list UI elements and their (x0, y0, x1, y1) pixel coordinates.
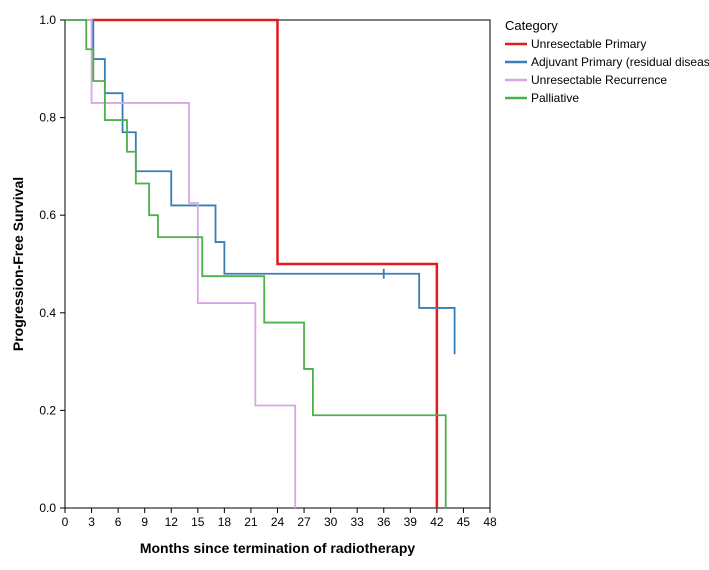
x-tick-label: 0 (62, 515, 69, 529)
x-tick-label: 6 (115, 515, 122, 529)
x-tick-label: 27 (297, 515, 311, 529)
x-tick-label: 48 (483, 515, 497, 529)
legend-label: Unresectable Primary (531, 37, 646, 51)
x-tick-label: 33 (351, 515, 365, 529)
y-tick-label: 0.4 (39, 306, 56, 320)
x-tick-label: 42 (430, 515, 444, 529)
y-axis-label: Progression-Free Survival (10, 177, 26, 351)
y-tick-label: 0.8 (39, 111, 56, 125)
y-tick-label: 0.6 (39, 208, 56, 222)
y-tick-label: 1.0 (39, 13, 56, 27)
x-tick-label: 3 (88, 515, 95, 529)
x-tick-label: 21 (244, 515, 258, 529)
x-tick-label: 15 (191, 515, 205, 529)
legend-label: Palliative (531, 91, 579, 105)
x-tick-label: 9 (141, 515, 148, 529)
x-tick-label: 36 (377, 515, 391, 529)
x-tick-label: 18 (218, 515, 232, 529)
x-tick-label: 12 (165, 515, 179, 529)
x-tick-label: 39 (404, 515, 418, 529)
chart-svg: 0369121518212427303336394245480.00.20.40… (0, 0, 709, 570)
legend-title: Category (505, 18, 558, 33)
x-tick-label: 45 (457, 515, 471, 529)
y-tick-label: 0.0 (39, 501, 56, 515)
y-tick-label: 0.2 (39, 403, 56, 417)
x-tick-label: 24 (271, 515, 285, 529)
x-tick-label: 30 (324, 515, 338, 529)
survival-chart: 0369121518212427303336394245480.00.20.40… (0, 0, 709, 570)
legend-label: Adjuvant Primary (residual disease) (531, 55, 709, 69)
legend-label: Unresectable Recurrence (531, 73, 667, 87)
x-axis-label: Months since termination of radiotherapy (140, 540, 416, 556)
